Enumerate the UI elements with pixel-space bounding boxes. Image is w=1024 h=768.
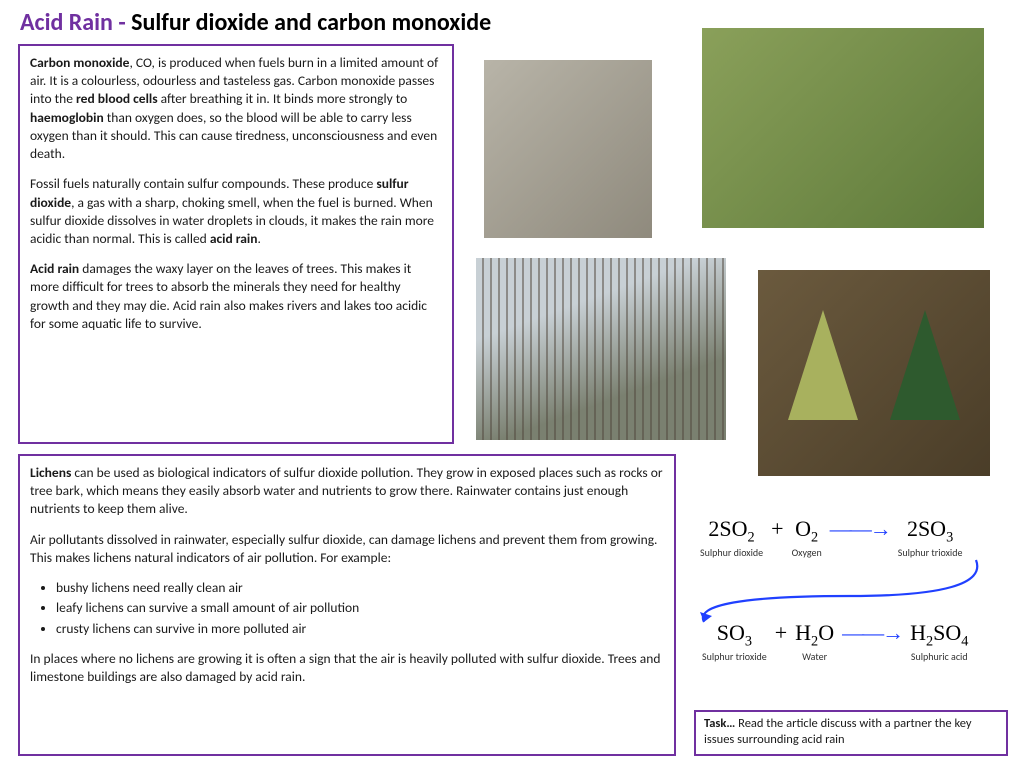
list-item: leafy lichens can survive a small amount… xyxy=(56,599,664,617)
equation-1: 2SO2Sulphur dioxide + O2Oxygen ——→ 2SO3S… xyxy=(700,516,962,559)
list-item: bushy lichens need really clean air xyxy=(56,579,664,597)
list-item: crusty lichens can survive in more pollu… xyxy=(56,620,664,638)
lichen-branch-image xyxy=(702,28,984,228)
gargoyle-image xyxy=(484,60,652,238)
title-rest: Sulfur dioxide and carbon monoxide xyxy=(131,8,491,37)
task-box: Task… Read the article discuss with a pa… xyxy=(694,710,1008,756)
para-lichens-2: Air pollutants dissolved in rainwater, e… xyxy=(30,531,664,567)
page-title: Acid Rain - Sulfur dioxide and carbon mo… xyxy=(20,8,491,37)
equation-2: SO3Sulphur trioxide + H2OWater ——→ H2SO4… xyxy=(702,620,968,663)
conifer-image xyxy=(758,270,990,476)
para-co: Carbon monoxide, CO, is produced when fu… xyxy=(30,54,442,163)
arrow-icon: ——→ xyxy=(842,620,902,646)
para-lichens-1: Lichens can be used as biological indica… xyxy=(30,464,664,519)
title-accent: Acid Rain - xyxy=(20,8,131,37)
para-lichens-3: In places where no lichens are growing i… xyxy=(30,650,664,686)
task-label: Task… xyxy=(704,716,738,731)
lichens-list: bushy lichens need really clean air leaf… xyxy=(30,579,664,638)
para-so2: Fossil fuels naturally contain sulfur co… xyxy=(30,175,442,248)
dead-trees-image xyxy=(476,258,726,440)
lichens-box: Lichens can be used as biological indica… xyxy=(18,454,676,756)
carbon-monoxide-box: Carbon monoxide, CO, is produced when fu… xyxy=(18,44,454,444)
arrow-icon: ——→ xyxy=(830,516,890,542)
para-acidrain: Acid rain damages the waxy layer on the … xyxy=(30,260,442,333)
curve-arrow-icon xyxy=(700,556,980,606)
task-text: Read the article discuss with a partner … xyxy=(704,716,972,747)
